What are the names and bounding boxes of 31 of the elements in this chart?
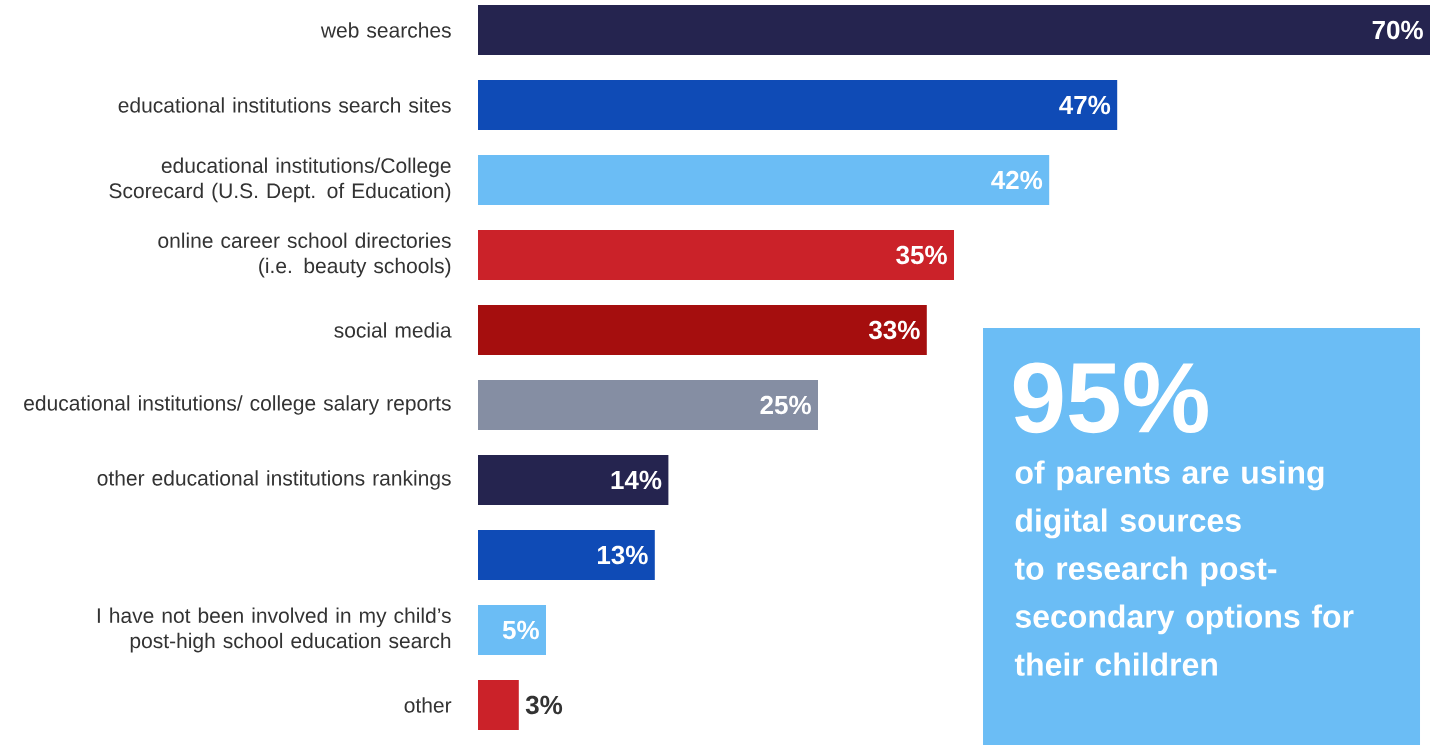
- bar: [478, 380, 818, 430]
- text: of parents are using digital sources to research post-secondary options for their children: [1014, 460, 1354, 676]
- y-tick-label: web searches: [320, 22, 451, 38]
- y-tick-label: other educational institutions rankings: [97, 470, 451, 490]
- text: 95%: [1013, 362, 1208, 434]
- data-label: 5%: [502, 620, 539, 640]
- bar: [478, 530, 655, 580]
- data-label: 14%: [611, 470, 662, 490]
- data-label: 25%: [760, 395, 811, 415]
- data-label: 42%: [991, 170, 1043, 190]
- bar: [478, 5, 1430, 55]
- data-label: 33%: [868, 320, 920, 340]
- data-label: 35%: [896, 245, 947, 265]
- bar: [478, 455, 669, 505]
- y-tick-label: I have not been involved in my child’s post-high school education search: [97, 607, 451, 653]
- bar: [478, 80, 1118, 130]
- bar: [478, 680, 519, 731]
- bar: [478, 155, 1050, 205]
- y-tick-label: other: [404, 697, 452, 713]
- data-label: 70%: [1372, 20, 1423, 40]
- bar: [478, 230, 954, 280]
- y-tick-label: educational institutions/ college salary reports: [24, 395, 451, 415]
- data-label: 13%: [597, 545, 648, 565]
- y-tick-label: social media: [334, 322, 452, 338]
- y-tick-label: educational institutions/College Scorecard (U.S. Dept. of Education): [109, 157, 451, 203]
- bar: [478, 605, 546, 656]
- y-tick-label: online career school directories (i.e. beauty schools): [158, 232, 451, 278]
- data-label: 3%: [525, 695, 563, 715]
- y-tick-label: educational institutions search sites: [118, 97, 451, 113]
- data-label: 47%: [1059, 95, 1111, 115]
- bar: [478, 305, 927, 355]
